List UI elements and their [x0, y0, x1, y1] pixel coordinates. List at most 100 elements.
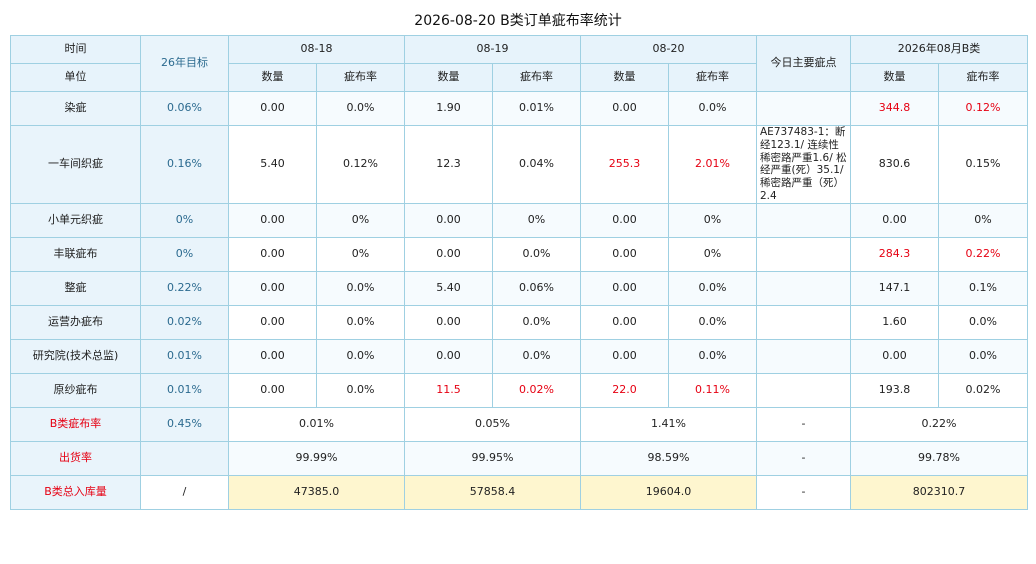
- cell-rate: 2.01%: [668, 125, 757, 204]
- cell-month-rate: 0%: [937, 202, 1029, 238]
- summary-day-2: 57858.4: [404, 474, 581, 510]
- header-row-dates: 时间 26年目标 08-18 08-19 08-20 今日主要疵点 2026年0…: [10, 35, 1029, 92]
- header-target-label: 26年目标: [140, 35, 229, 92]
- cell-qty: 0.00: [228, 338, 317, 374]
- summary-target: 0.45%: [140, 406, 229, 442]
- summary-month: 0.22%: [849, 406, 1029, 442]
- header-month-label: 2026年08月B类: [849, 35, 1029, 64]
- summary-day-3: 19604.0: [580, 474, 757, 510]
- cell-main-defect: AE737483-1：断经123.1/ 连续性稀密路严重1.6/ 松经严重(死）…: [756, 125, 851, 204]
- cell-rate: 0.0%: [668, 304, 757, 340]
- header-qty-1: 数量: [228, 63, 317, 92]
- cell-month-qty: 284.3: [850, 236, 939, 272]
- header-rate-2: 疵布率: [492, 63, 581, 92]
- cell-qty: 5.40: [228, 125, 317, 204]
- summary-row-defect-rate: B类疵布率 0.45% 0.01% 0.05% 1.41% - 0.22%: [10, 406, 1029, 442]
- cell-rate: 0.12%: [316, 125, 405, 204]
- page-title: 2026-08-20 B类订单疵布率统计: [414, 13, 622, 29]
- table-row: 小单元织疵 0% 0.00 0% 0.00 0% 0.00 0% 0.00 0%: [10, 202, 1029, 238]
- summary-target: [140, 440, 229, 476]
- header-unit-label: 单位: [10, 63, 141, 92]
- cell-qty: 0.00: [580, 236, 669, 272]
- cell-month-rate: 0.22%: [937, 236, 1029, 272]
- cell-month-rate: 0.0%: [937, 338, 1029, 374]
- cell-qty: 0.00: [580, 91, 669, 126]
- cell-rate: 0%: [668, 236, 757, 272]
- summary-label: 出货率: [10, 440, 141, 476]
- summary-note: -: [756, 440, 851, 476]
- cell-main-defect: [756, 202, 851, 238]
- cell-qty: 0.00: [580, 338, 669, 374]
- table-row: 丰联疵布 0% 0.00 0% 0.00 0.0% 0.00 0% 284.3 …: [10, 236, 1029, 272]
- cell-qty: 0.00: [580, 202, 669, 238]
- summary-day-1: 99.99%: [228, 440, 405, 476]
- cell-qty: 0.00: [228, 236, 317, 272]
- cell-month-qty: 0.00: [850, 202, 939, 238]
- cell-rate: 0.04%: [492, 125, 581, 204]
- summary-note: -: [756, 474, 851, 510]
- summary-month: 99.78%: [849, 440, 1029, 476]
- cell-qty: 0.00: [228, 270, 317, 306]
- cell-month-rate: 0.02%: [937, 372, 1029, 408]
- cell-qty: 0.00: [580, 270, 669, 306]
- cell-rate: 0.0%: [316, 338, 405, 374]
- cell-main-defect: [756, 372, 851, 408]
- cell-rate: 0.11%: [668, 372, 757, 408]
- cell-rate: 0.01%: [492, 91, 581, 126]
- header-time-label: 时间: [10, 35, 141, 64]
- cell-qty: 0.00: [580, 304, 669, 340]
- row-label: 小单元织疵: [10, 202, 141, 238]
- summary-day-2: 99.95%: [404, 440, 581, 476]
- row-label: 一车间织疵: [10, 125, 141, 204]
- cell-main-defect: [756, 236, 851, 272]
- cell-month-qty: 0.00: [850, 338, 939, 374]
- header-rate-month: 疵布率: [937, 63, 1029, 92]
- summary-day-1: 0.01%: [228, 406, 405, 442]
- summary-day-3: 98.59%: [580, 440, 757, 476]
- cell-qty: 1.90: [404, 91, 493, 126]
- row-label: 原纱疵布: [10, 372, 141, 408]
- cell-qty: 0.00: [404, 304, 493, 340]
- cell-qty: 255.3: [580, 125, 669, 204]
- table-row: 原纱疵布 0.01% 0.00 0.0% 11.5 0.02% 22.0 0.1…: [10, 372, 1029, 408]
- header-date-2: 08-19: [404, 35, 581, 64]
- header-rate-3: 疵布率: [668, 63, 757, 92]
- cell-qty: 5.40: [404, 270, 493, 306]
- cell-month-qty: 193.8: [850, 372, 939, 408]
- summary-note: -: [756, 406, 851, 442]
- cell-month-rate: 0.0%: [937, 304, 1029, 340]
- cell-month-qty: 830.6: [850, 125, 939, 204]
- row-target: 0.01%: [140, 372, 229, 408]
- summary-day-2: 0.05%: [404, 406, 581, 442]
- row-label: 整疵: [10, 270, 141, 306]
- row-label: 运营办疵布: [10, 304, 141, 340]
- header-row-units: 单位 数量 疵布率 数量 疵布率 数量 疵布率 数量 疵布率: [10, 63, 1029, 92]
- table-row: 研究院(技术总监) 0.01% 0.00 0.0% 0.00 0.0% 0.00…: [10, 338, 1029, 374]
- cell-rate: 0.0%: [316, 304, 405, 340]
- row-target: 0.01%: [140, 338, 229, 374]
- cell-month-qty: 344.8: [850, 91, 939, 126]
- cell-rate: 0.0%: [492, 236, 581, 272]
- row-label: 研究院(技术总监): [10, 338, 141, 374]
- row-target: 0.16%: [140, 125, 229, 204]
- cell-qty: 0.00: [228, 372, 317, 408]
- cell-rate: 0%: [492, 202, 581, 238]
- header-date-1: 08-18: [228, 35, 405, 64]
- cell-rate: 0.0%: [316, 372, 405, 408]
- cell-rate: 0.0%: [668, 91, 757, 126]
- summary-month: 802310.7: [849, 474, 1029, 510]
- cell-qty: 0.00: [404, 236, 493, 272]
- row-target: 0.06%: [140, 91, 229, 126]
- row-label: 丰联疵布: [10, 236, 141, 272]
- summary-label: B类总入库量: [10, 474, 141, 510]
- header-date-3: 08-20: [580, 35, 757, 64]
- cell-qty: 0.00: [228, 91, 317, 126]
- cell-rate: 0.06%: [492, 270, 581, 306]
- cell-main-defect: [756, 91, 851, 126]
- cell-qty: 11.5: [404, 372, 493, 408]
- header-qty-2: 数量: [404, 63, 493, 92]
- table-row: 染疵 0.06% 0.00 0.0% 1.90 0.01% 0.00 0.0% …: [10, 91, 1029, 126]
- summary-day-1: 47385.0: [228, 474, 405, 510]
- cell-month-qty: 1.60: [850, 304, 939, 340]
- header-rate-1: 疵布率: [316, 63, 405, 92]
